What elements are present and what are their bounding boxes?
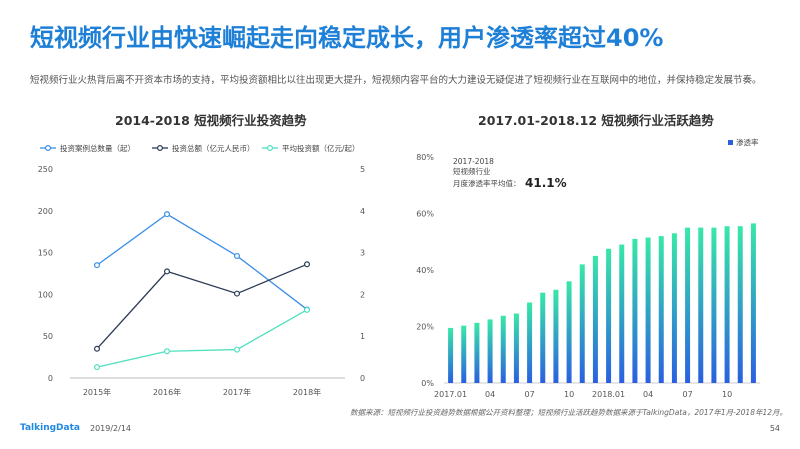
series-line <box>96 309 308 368</box>
data-point <box>234 346 241 353</box>
data-point <box>164 268 171 275</box>
series-line <box>96 263 308 350</box>
y-tick-right: 3 <box>360 249 365 258</box>
x-tick-label: 10 <box>564 390 574 399</box>
bar <box>685 227 691 383</box>
page-subtitle: 短视频行业火热背后离不开资本市场的支持，平均投资额相比以往出现更大提升，短视频内… <box>30 75 762 86</box>
data-point <box>234 252 241 259</box>
x-tick-label: 2017.01 <box>434 390 467 399</box>
right-chart-title: 2017.01-2018.12 短视频行业活跃趋势 <box>478 113 714 128</box>
legend-label: 平均投资额（亿元/起） <box>282 143 360 153</box>
data-point <box>304 261 311 268</box>
bar <box>671 233 677 383</box>
bar <box>474 322 480 383</box>
data-point <box>234 290 241 297</box>
left-chart-series <box>93 211 311 371</box>
annotation-line: 短视频行业 <box>453 166 491 176</box>
bar <box>527 302 533 383</box>
right-chart-axes: 0% 20% 40% 60% 80% 2017.01 04 07 10 2018.01 04 07 10… <box>416 137 760 399</box>
x-tick-label: 10 <box>722 390 732 399</box>
investment-trend-chart: 投资案例总数量（起） 投资总额（亿元人民币） 平均投资额（亿元/起） 0501001… <box>38 143 365 397</box>
penetration-trend-chart: 0% 20% 40% 60% 80% 2017.01 04 07 10 2018.01 04 07 10… <box>416 137 760 399</box>
y-tick-right: 2 <box>360 290 365 299</box>
x-tick-label: 2018.01 <box>592 390 625 399</box>
annotation-line: 月度渗透率平均值： <box>453 178 521 188</box>
y-tick-right: 5 <box>360 165 365 174</box>
legend-label: 渗透率 <box>736 137 759 147</box>
x-tick-label: 04 <box>485 390 495 399</box>
bar <box>592 255 598 383</box>
y-tick-right: 1 <box>360 332 365 341</box>
left-chart-axes: 0 50 100 150 200 250 0 1 2 3 4 5 2015年 2016年 2017年 2018… <box>38 165 365 397</box>
legend-label: 投资案例总数量（起） <box>60 143 135 153</box>
y-tick: 20% <box>416 323 434 332</box>
bar <box>487 319 493 383</box>
bar <box>540 292 546 383</box>
data-point <box>164 211 171 218</box>
data-point <box>164 348 171 355</box>
bar <box>632 238 638 383</box>
bar <box>724 226 730 383</box>
y-tick: 60% <box>416 210 434 219</box>
legend-swatch-marker <box>267 145 274 152</box>
bar <box>448 327 454 383</box>
left-chart-legend: 投资案例总数量（起） 投资总额（亿元人民币） 平均投资额（亿元/起） <box>40 143 360 153</box>
series-line <box>96 213 308 310</box>
bar <box>566 281 572 383</box>
y-tick: 0% <box>421 379 434 388</box>
bar <box>461 325 467 383</box>
data-source-note: 数据来源：短视频行业投资趋势数据根据公开资料整理；短视频行业活跃趋势数据来源于T… <box>350 408 788 417</box>
y-tick: 80% <box>416 153 434 162</box>
annotation-value: 41.1% <box>525 176 567 190</box>
x-tick-label: 2018年 <box>293 387 321 397</box>
y-tick-left: 100 <box>38 290 53 299</box>
left-chart-title: 2014-2018 短视频行业投资趋势 <box>115 113 307 128</box>
y-tick-left: 200 <box>38 207 53 216</box>
bar <box>619 244 625 383</box>
page-number: 54 <box>769 424 780 433</box>
x-tick-label: 07 <box>682 390 692 399</box>
bar <box>645 237 651 383</box>
x-tick-label: 2016年 <box>153 387 181 397</box>
bar <box>750 223 756 383</box>
right-chart-bars <box>448 223 756 383</box>
bar <box>606 248 612 383</box>
y-tick-right: 0 <box>360 374 365 383</box>
bar <box>711 227 717 383</box>
legend-swatch-marker <box>44 145 51 152</box>
y-tick: 40% <box>416 266 434 275</box>
bar <box>513 313 519 383</box>
legend-label: 投资总额（亿元人民币） <box>172 143 255 153</box>
y-tick-left: 250 <box>38 165 53 174</box>
bar <box>500 315 506 383</box>
data-point <box>93 262 100 269</box>
x-tick-label: 2015年 <box>83 387 111 397</box>
page-title: 短视频行业由快速崛起走向稳定成长，用户渗透率超过40% <box>30 24 664 52</box>
data-point <box>93 345 100 352</box>
annotation-line: 2017-2018 <box>453 157 494 166</box>
bar <box>737 226 743 383</box>
legend-swatch <box>728 140 733 145</box>
x-tick-label: 2017年 <box>223 387 251 397</box>
y-tick-left: 150 <box>38 249 53 258</box>
x-tick-label: 04 <box>643 390 653 399</box>
legend-swatch-marker <box>157 145 164 152</box>
brand-logo: TalkingData <box>20 423 80 433</box>
data-point <box>304 306 311 313</box>
bar <box>658 236 664 383</box>
report-date: 2019/2/14 <box>90 424 132 433</box>
y-tick-right: 4 <box>360 207 365 216</box>
y-tick-left: 50 <box>43 332 53 341</box>
data-point <box>93 364 100 371</box>
x-tick-label: 07 <box>524 390 534 399</box>
bar <box>553 289 559 383</box>
y-tick-left: 0 <box>48 374 53 383</box>
bar <box>698 227 704 383</box>
bar <box>579 264 585 383</box>
